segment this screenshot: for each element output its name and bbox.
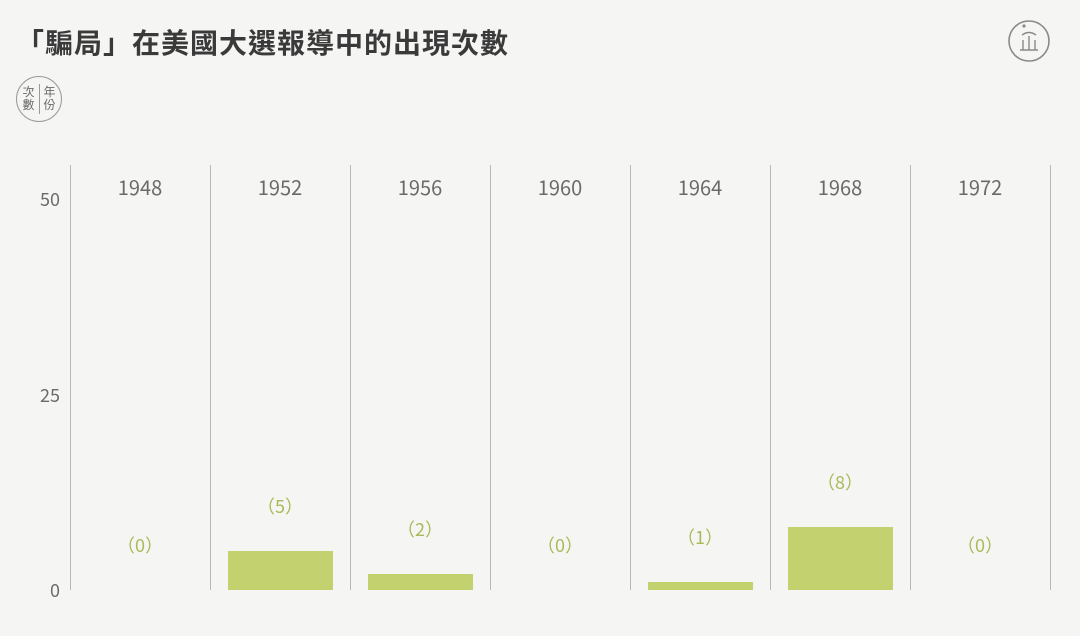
x-category-label: 1952 — [210, 172, 350, 201]
legend-right-bottom: 份 — [44, 99, 56, 112]
bar-value-label: （0） — [70, 532, 210, 558]
gridline — [1050, 165, 1051, 590]
x-category-label: 1948 — [70, 172, 210, 201]
brand-logo-icon — [1006, 18, 1052, 64]
gridline — [910, 165, 911, 590]
x-category-label: 1964 — [630, 172, 770, 201]
y-axis-line — [70, 165, 71, 590]
bar-value-label: （8） — [770, 469, 910, 495]
bar — [368, 574, 473, 590]
bar-chart: 1948 （0） 1952 （5） 1956 （2） 1960 （0） 1964 （1） 1968 （… — [30, 160, 1050, 590]
plot-area: 1948 （0） 1952 （5） 1956 （2） 1960 （0） 1964 （1） 1968 （… — [70, 160, 1050, 590]
bar — [228, 551, 333, 590]
bar-value-label: （0） — [910, 532, 1050, 558]
y-tick-label: 25 — [20, 382, 60, 408]
x-category-label: 1968 — [770, 172, 910, 201]
gridline — [210, 165, 211, 590]
legend-left-col: 次 數 — [22, 84, 34, 114]
gridline — [490, 165, 491, 590]
bar-value-label: （5） — [210, 493, 350, 519]
bar-value-label: （0） — [490, 532, 630, 558]
y-tick-label: 50 — [20, 186, 60, 212]
legend-left-bottom: 數 — [22, 99, 34, 112]
chart-title: 「騙局」在美國大選報導中的出現次數 — [16, 22, 509, 62]
gridline — [770, 165, 771, 590]
y-tick-label: 0 — [20, 577, 60, 603]
bar — [788, 527, 893, 590]
bar — [648, 582, 753, 590]
x-category-label: 1960 — [490, 172, 630, 201]
axis-legend-badge: 次 數 年 份 — [16, 76, 62, 122]
legend-divider — [39, 84, 40, 114]
bar-value-label: （1） — [630, 524, 770, 550]
x-category-label: 1972 — [910, 172, 1050, 201]
legend-right-col: 年 份 — [44, 84, 56, 114]
bar-value-label: （2） — [350, 516, 490, 542]
x-category-label: 1956 — [350, 172, 490, 201]
